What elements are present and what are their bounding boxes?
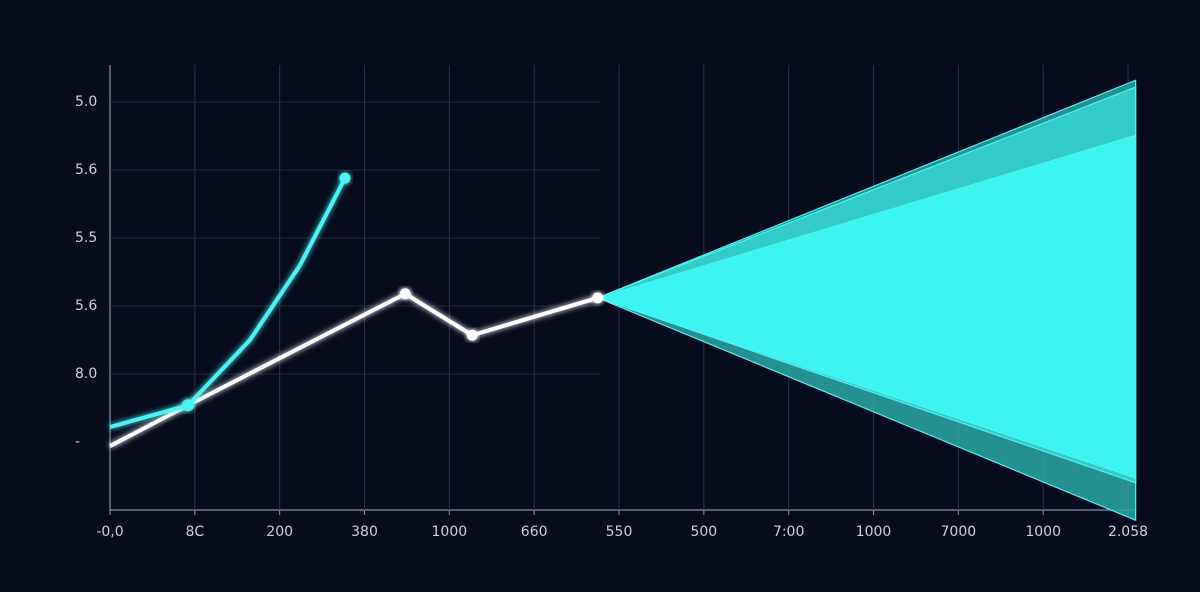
cone-area [595,134,1137,479]
x-tick-label: 550 [606,524,633,540]
point [592,292,604,304]
y-tick-label: - [75,434,80,450]
x-tick-label: 660 [521,524,548,540]
y-tick-label: 8.0 [75,366,97,382]
x-tick-label: -0,0 [96,524,123,540]
x-tick-label: 500 [690,524,717,540]
y-tick-label: 5.6 [75,298,97,314]
x-tick-label: 200 [266,524,293,540]
x-tick-label: 1000 [1025,524,1061,540]
x-tick-label: 380 [351,524,378,540]
y-tick-label: 5.5 [75,230,97,246]
x-tick-label: 1000 [432,524,468,540]
x-tick-label: 1000 [856,524,892,540]
y-tick-label: 5.0 [75,94,97,110]
line-series [109,177,347,429]
x-tick-label: 7:00 [773,524,804,540]
point [339,172,351,184]
x-tick-label: 8C [185,524,204,540]
x-tick-label: 2.058 [1108,524,1148,540]
point [399,288,411,300]
y-tick-label: 5.6 [75,162,97,178]
x-tick-label: 7000 [941,524,977,540]
point [466,329,478,341]
